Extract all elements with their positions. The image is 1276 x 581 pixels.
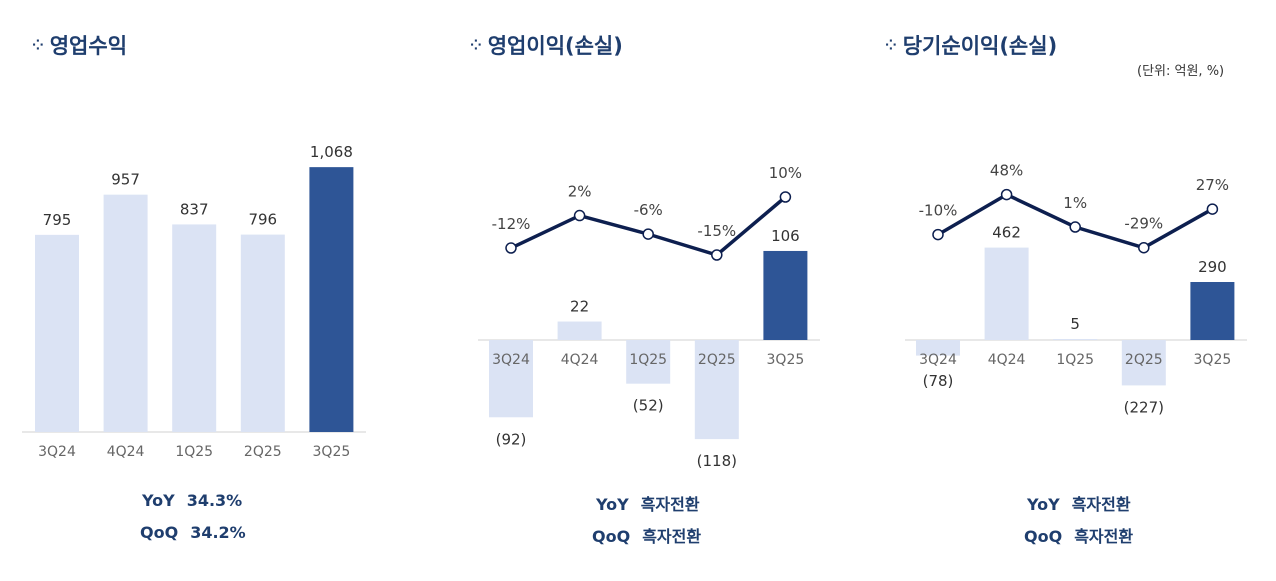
ratio-label: -6% (634, 201, 663, 219)
value-label: (227) (1124, 398, 1164, 416)
bar (35, 234, 79, 432)
ratio-point (573, 209, 586, 222)
value-label: 795 (43, 211, 72, 229)
tick-label: 3Q25 (313, 444, 351, 460)
ratio-point (1206, 203, 1219, 215)
bar (557, 321, 602, 340)
ratio-label: -12% (492, 215, 531, 233)
value-label: 957 (111, 171, 140, 189)
ratio-label: -15% (697, 222, 736, 240)
ratio-point (505, 242, 517, 254)
tick-label: 3Q25 (1194, 352, 1232, 368)
bullet-icon: ⁘ (32, 38, 44, 54)
tick-label: 2Q25 (1125, 352, 1163, 368)
chart-title-net-income: ⁘ 당기순이익(손실) (885, 30, 1057, 60)
value-label: 5 (1070, 315, 1080, 333)
bar (763, 250, 808, 340)
bar (916, 340, 960, 356)
tick-label: 3Q25 (767, 352, 805, 368)
value-label: (118) (697, 452, 737, 470)
value-label: (52) (633, 397, 664, 415)
ratio-point (642, 228, 654, 240)
tick-label: 4Q24 (561, 352, 599, 368)
value-label: 796 (248, 211, 277, 229)
tick-label: 3Q24 (38, 444, 76, 460)
ratio-point (1069, 221, 1081, 233)
value-label: 1,068 (310, 143, 353, 161)
bullet-icon: ⁘ (470, 38, 482, 54)
value-label: 22 (570, 298, 589, 316)
value-label: 462 (992, 224, 1021, 242)
bar (240, 234, 285, 432)
summary-qoq: QoQ 흑자전환 (592, 527, 702, 546)
value-label: 837 (180, 200, 209, 218)
ratio-label: 10% (769, 164, 802, 182)
title-text: 영업수익 (49, 34, 128, 58)
tick-label: 2Q25 (698, 352, 736, 368)
ratio-point (1138, 241, 1150, 254)
tick-label: 1Q25 (175, 444, 213, 460)
ratio-label: 2% (568, 183, 592, 201)
bar (1190, 282, 1235, 340)
title-text: 영업이익(손실) (487, 34, 623, 58)
tick-label: 1Q25 (629, 352, 667, 368)
ratio-point (779, 191, 792, 203)
ratio-label: -10% (919, 202, 958, 220)
value-label: 106 (771, 227, 800, 245)
bar (489, 340, 533, 418)
bar (172, 224, 217, 432)
bar (984, 247, 1029, 340)
ratio-point (711, 249, 723, 261)
chart-title-revenue: ⁘ 영업수익 (32, 30, 127, 60)
value-label: (92) (496, 430, 527, 448)
ratio-label: 48% (990, 162, 1023, 180)
bar (626, 340, 671, 384)
summary-yoy: YoY 34.3% (142, 491, 243, 510)
ratio-point (1000, 188, 1013, 201)
tick-label: 1Q25 (1056, 352, 1094, 368)
tick-label: 2Q25 (244, 444, 282, 460)
summary-qoq: QoQ 34.2% (140, 523, 246, 542)
bar (694, 340, 739, 440)
bullet-icon: ⁘ (885, 38, 897, 54)
unit-label: (단위: 억원, %) (1137, 64, 1225, 79)
ratio-point (932, 228, 944, 241)
tick-label: 4Q24 (107, 444, 145, 460)
tick-label: 3Q24 (919, 352, 957, 368)
ratio-label: 1% (1063, 194, 1087, 212)
tick-label: 3Q24 (492, 352, 530, 368)
chart-title-operating-income: ⁘ 영업이익(손실) (470, 30, 623, 60)
ratio-label: 27% (1196, 176, 1229, 194)
bar (309, 167, 354, 433)
summary-yoy: YoY 흑자전환 (1027, 495, 1131, 514)
title-text: 당기순이익(손실) (902, 34, 1058, 58)
bar (1053, 339, 1098, 340)
tick-label: 4Q24 (988, 352, 1026, 368)
bar (1121, 340, 1166, 386)
summary-yoy: YoY 흑자전환 (596, 495, 700, 514)
value-label: 290 (1198, 258, 1227, 276)
bar (103, 194, 148, 432)
ratio-label: -29% (1124, 215, 1163, 233)
summary-qoq: QoQ 흑자전환 (1024, 527, 1134, 546)
value-label: (78) (923, 372, 954, 390)
